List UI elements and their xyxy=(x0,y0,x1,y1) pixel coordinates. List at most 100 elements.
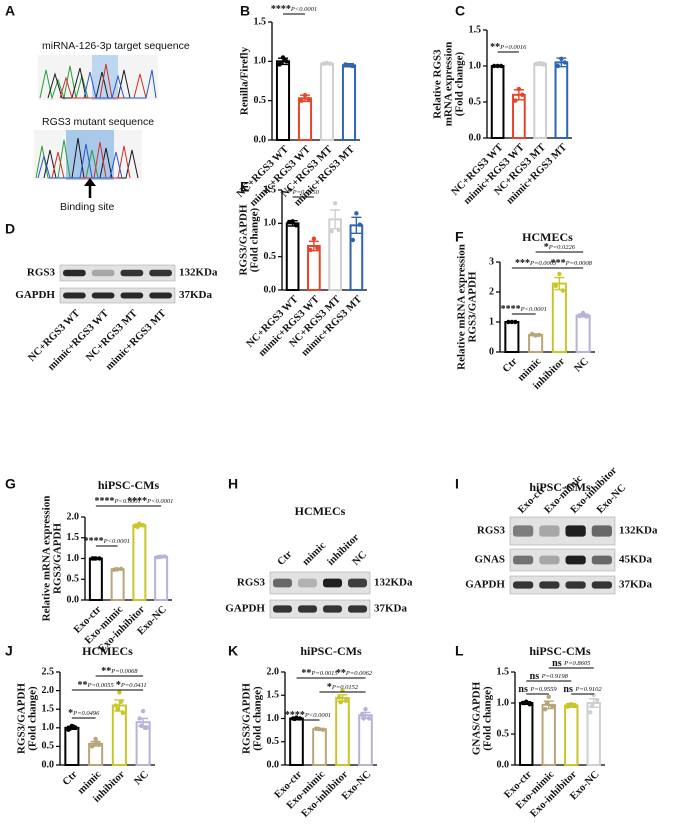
protein-label: GAPDH xyxy=(225,603,265,615)
data-point xyxy=(115,707,120,712)
significance-label: **P=0.0062 xyxy=(336,668,373,679)
protein-label: GAPDH xyxy=(15,289,55,301)
data-point xyxy=(113,567,119,572)
blot-band xyxy=(539,525,560,537)
panel-letter: K xyxy=(228,643,238,659)
panel-letter: A xyxy=(5,3,15,19)
significance-label: ****P<0.0001 xyxy=(271,4,317,15)
bar xyxy=(319,62,335,141)
significance-label: *P=0.0496 xyxy=(68,708,100,719)
y-tick-label: 0.0 xyxy=(497,759,510,770)
blot-band xyxy=(323,578,342,588)
bar xyxy=(335,697,350,766)
bar xyxy=(297,97,313,141)
sequence-label: miRNA-126-3p target sequence xyxy=(42,40,190,52)
y-tick-label: 1.0 xyxy=(469,60,482,71)
significance-stars: * xyxy=(544,242,549,253)
data-point xyxy=(306,96,311,102)
y-tick-label: 0.5 xyxy=(254,95,267,106)
blot-band xyxy=(591,525,612,537)
p-value: P=0.0016 xyxy=(499,44,527,51)
blot-band xyxy=(149,292,172,299)
blot-band xyxy=(63,292,86,299)
y-axis-label: (Fold change) xyxy=(482,686,494,751)
bar xyxy=(132,524,147,601)
data-point xyxy=(357,222,363,227)
data-point xyxy=(315,245,320,251)
bar xyxy=(554,61,569,139)
data-point xyxy=(117,690,122,695)
blot-band xyxy=(298,578,317,588)
data-point xyxy=(67,726,73,731)
data-point xyxy=(328,61,333,66)
size-label: 37KDa xyxy=(619,579,653,591)
blot-band xyxy=(273,578,292,588)
y-tick-label: 3 xyxy=(489,256,494,267)
blot-band xyxy=(513,581,534,589)
lane-label: NC+RGS3 MT xyxy=(84,308,140,364)
size-label: 37KDa xyxy=(374,603,408,615)
data-point xyxy=(345,63,350,68)
data-point xyxy=(529,331,535,337)
significance-stars: **** xyxy=(95,496,115,507)
y-tick-label: 0.0 xyxy=(264,284,277,295)
data-point xyxy=(560,288,566,293)
bar xyxy=(564,704,579,766)
data-point xyxy=(157,554,162,560)
data-point xyxy=(506,319,511,325)
data-point xyxy=(120,710,126,716)
p-value: P=0.8605 xyxy=(563,660,591,667)
y-tick-label: 0.0 xyxy=(67,594,80,605)
y-tick-label: 1.0 xyxy=(264,218,277,229)
chromatogram xyxy=(38,55,158,100)
data-point xyxy=(135,524,140,530)
data-point xyxy=(354,211,359,216)
significance-label: ****P<0.0001 xyxy=(285,710,331,721)
bar xyxy=(154,555,169,602)
y-axis-label: Relative mRNA expression xyxy=(456,244,468,370)
bar xyxy=(504,321,520,353)
significance-label: ns P=0.9102 xyxy=(563,684,602,695)
data-point xyxy=(323,61,328,66)
y-tick-label: 1.0 xyxy=(254,56,267,67)
data-point xyxy=(162,554,167,559)
significance-label: **P=0.0055 xyxy=(78,680,115,691)
bar xyxy=(575,314,591,353)
significance-stars: ** xyxy=(301,668,311,679)
data-point xyxy=(546,694,551,699)
p-value: P<0.0001 xyxy=(520,306,547,313)
significance-label: *P=0.0411 xyxy=(116,680,147,691)
data-point xyxy=(140,523,146,528)
y-tick-label: 1.5 xyxy=(267,690,280,701)
blot-band xyxy=(565,581,586,589)
data-point xyxy=(363,707,368,712)
chart-title: HCMECs xyxy=(522,230,573,244)
data-point xyxy=(572,703,577,708)
size-label: 132KDa xyxy=(374,577,413,589)
bar xyxy=(312,728,327,767)
y-axis-label: Renilla/Firefly xyxy=(239,46,251,115)
data-point xyxy=(292,716,297,722)
p-value: P=0.9102 xyxy=(574,686,602,693)
y-tick-label: 0.0 xyxy=(254,134,267,145)
data-point xyxy=(71,724,76,729)
size-label: 132KDa xyxy=(179,267,218,279)
significance-label: *P=0.0152 xyxy=(327,682,359,693)
significance-stars: **** xyxy=(271,4,291,15)
bar xyxy=(275,60,291,141)
data-point xyxy=(332,201,338,206)
data-point xyxy=(118,699,124,704)
panel-letter: B xyxy=(240,3,250,19)
data-point xyxy=(527,702,532,707)
panel-letter: F xyxy=(455,229,464,245)
significance-stars: *** xyxy=(551,258,566,269)
data-point xyxy=(302,92,308,98)
data-point xyxy=(577,313,582,319)
binding-label: Binding site xyxy=(60,201,114,213)
data-point xyxy=(329,229,334,234)
data-point xyxy=(97,556,102,561)
p-value: P<0.0001 xyxy=(114,498,141,505)
data-point xyxy=(543,707,548,712)
data-point xyxy=(338,700,343,705)
bar xyxy=(349,224,364,291)
